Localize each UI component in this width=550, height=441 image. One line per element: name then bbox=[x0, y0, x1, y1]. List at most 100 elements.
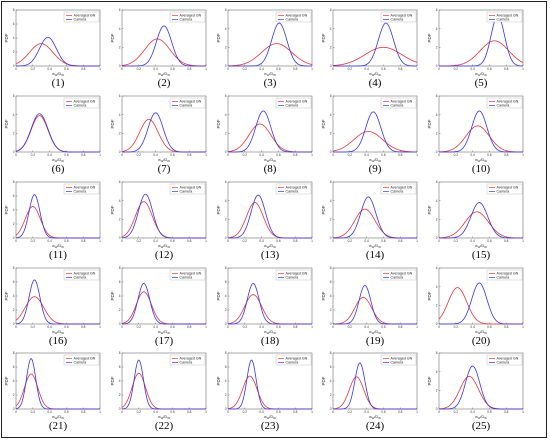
x-tick-label: 0.6 bbox=[276, 153, 281, 157]
series-line-camera bbox=[333, 196, 417, 239]
x-tick-label: 1 bbox=[311, 239, 313, 243]
x-axis-label-part: σ bbox=[475, 414, 478, 419]
y-tick-label: 6 bbox=[13, 280, 15, 284]
y-tick-label: 4 bbox=[330, 294, 332, 298]
x-axis-label: σW/DW bbox=[264, 329, 276, 335]
legend-label-camera: Camera bbox=[391, 190, 404, 194]
x-tick-label: 0.2 bbox=[348, 410, 353, 414]
x-tick-label: 0.2 bbox=[31, 67, 36, 71]
legend-box bbox=[169, 11, 206, 23]
x-tick-label: 0.8 bbox=[293, 153, 298, 157]
legend-label-camera: Camera bbox=[74, 190, 87, 194]
y-tick-label: 4 bbox=[13, 113, 15, 117]
x-axis-label: σW/DW bbox=[158, 71, 170, 77]
legend-box bbox=[275, 354, 312, 366]
x-axis-label-part: W bbox=[378, 416, 381, 420]
y-tick-label: 2 bbox=[13, 393, 15, 397]
series-line-camera bbox=[228, 22, 313, 67]
x-tick-label: 0.6 bbox=[276, 410, 281, 414]
panel-caption: (1) bbox=[52, 77, 65, 89]
x-tick-label: 0.4 bbox=[153, 239, 158, 243]
x-tick-label: 1 bbox=[416, 410, 418, 414]
y-tick-label: 0 bbox=[119, 236, 121, 240]
x-tick-label: 0.8 bbox=[504, 239, 509, 243]
y-tick-label: 6 bbox=[225, 94, 227, 98]
legend-label-camera: Camera bbox=[497, 276, 510, 280]
x-tick-label: 0.8 bbox=[81, 67, 86, 71]
x-tick-label: 0.8 bbox=[398, 239, 403, 243]
x-tick-label: 0.2 bbox=[243, 325, 248, 329]
x-axis-label-part: /D bbox=[163, 71, 167, 76]
x-tick-label: 1 bbox=[522, 239, 524, 243]
x-axis-label-part: W bbox=[273, 416, 276, 420]
x-axis-label: σW/DW bbox=[158, 414, 170, 420]
x-tick-label: 0.2 bbox=[137, 410, 142, 414]
y-tick-label: 2 bbox=[119, 308, 121, 312]
y-tick-label: 0 bbox=[225, 407, 227, 411]
legend-label-averaged-gn: Averaged GN bbox=[286, 357, 308, 361]
y-tick-label: 6 bbox=[119, 280, 121, 284]
y-tick-label: 6 bbox=[225, 8, 227, 12]
legend-label-averaged-gn: Averaged GN bbox=[497, 14, 519, 18]
x-axis-label-part: /D bbox=[374, 329, 378, 334]
y-tick-label: 6 bbox=[225, 180, 227, 184]
y-tick-label: 0 bbox=[13, 236, 15, 240]
x-tick-label: 1 bbox=[311, 153, 313, 157]
legend-label-averaged-gn: Averaged GN bbox=[497, 186, 519, 190]
x-axis-label-part: σ bbox=[369, 243, 372, 248]
panel-caption: (9) bbox=[369, 163, 382, 175]
legend-box bbox=[275, 11, 312, 23]
x-axis-label-part: σ bbox=[475, 243, 478, 248]
x-axis-label-part: /D bbox=[480, 71, 484, 76]
x-axis-label: σW/DW bbox=[264, 414, 276, 420]
y-tick-label: 4 bbox=[13, 294, 15, 298]
legend-label-camera: Camera bbox=[180, 361, 193, 365]
legend-box bbox=[63, 11, 100, 23]
y-tick-label: 0 bbox=[330, 407, 332, 411]
y-tick-label: 4 bbox=[13, 208, 15, 212]
x-axis-label-part: σ bbox=[369, 157, 372, 162]
x-axis-label: σW/DW bbox=[264, 71, 276, 77]
legend-label-averaged-gn: Averaged GN bbox=[391, 14, 413, 18]
x-axis-label: σW/DW bbox=[475, 243, 487, 249]
y-tick-label: 4 bbox=[330, 199, 332, 203]
x-axis-label: σW/DW bbox=[52, 157, 64, 163]
legend-box bbox=[63, 269, 100, 281]
series-line-camera bbox=[122, 25, 206, 67]
x-axis-label-part: σ bbox=[158, 414, 161, 419]
x-tick-label: 1 bbox=[311, 410, 313, 414]
x-tick-label: 0.2 bbox=[243, 153, 248, 157]
legend-label-averaged-gn: Averaged GN bbox=[497, 100, 519, 104]
legend-box bbox=[486, 11, 523, 23]
x-tick-label: 0.4 bbox=[259, 239, 264, 243]
x-tick-label: 0.2 bbox=[243, 67, 248, 71]
y-tick-label: 0 bbox=[225, 322, 227, 326]
y-tick-label: 6 bbox=[13, 194, 15, 198]
y-axis-label: PDF bbox=[110, 376, 115, 385]
x-tick-label: 0 bbox=[227, 325, 229, 329]
x-tick-label: 0 bbox=[332, 239, 334, 243]
y-tick-label: 6 bbox=[330, 365, 332, 369]
y-tick-label: 0 bbox=[119, 322, 121, 326]
x-tick-label: 1 bbox=[99, 153, 101, 157]
panel-caption: (11) bbox=[49, 249, 67, 261]
series-line-camera bbox=[228, 359, 312, 410]
x-axis-label-part: σ bbox=[52, 71, 55, 76]
x-axis-label-part: W bbox=[267, 416, 270, 420]
x-tick-label: 1 bbox=[311, 325, 313, 329]
legend-label-camera: Camera bbox=[286, 104, 299, 108]
legend-box bbox=[486, 97, 523, 109]
x-tick-label: 0.8 bbox=[81, 410, 86, 414]
series-line-camera bbox=[15, 358, 100, 410]
x-axis-label: σW/DW bbox=[369, 71, 381, 77]
x-axis-label-part: W bbox=[478, 331, 481, 335]
y-tick-label: 2 bbox=[330, 45, 332, 49]
x-axis-label-part: /D bbox=[269, 71, 273, 76]
x-tick-label: 0.6 bbox=[170, 239, 175, 243]
y-axis-label: PDF bbox=[427, 205, 432, 214]
